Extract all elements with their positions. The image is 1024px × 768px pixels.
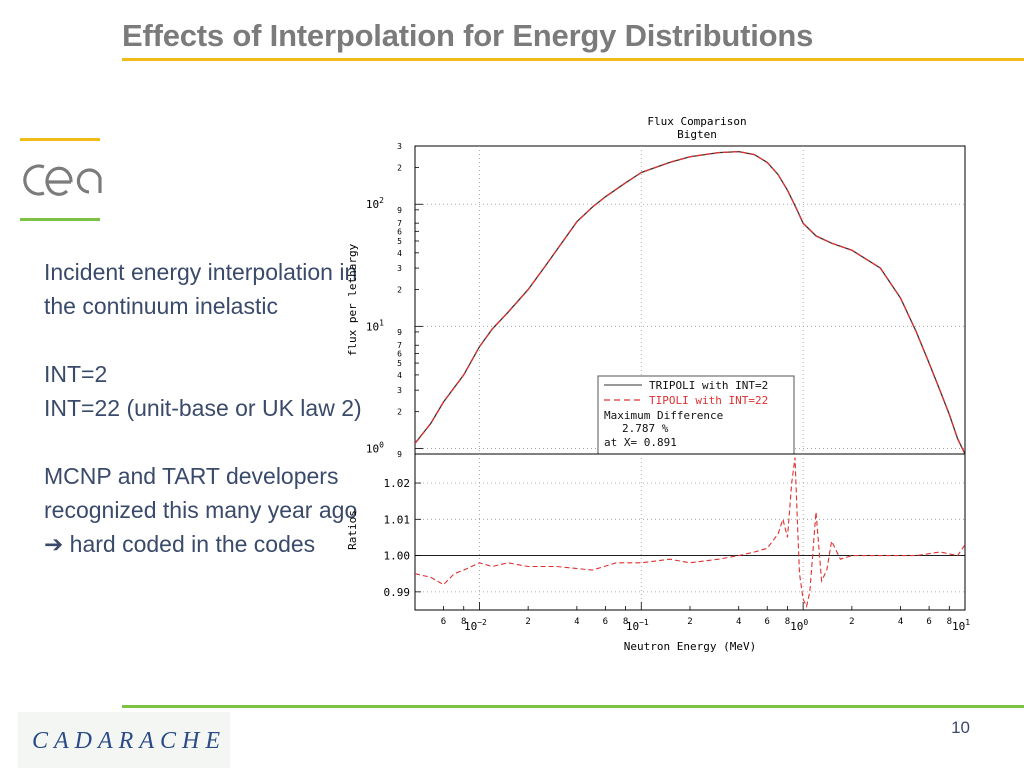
flux-series-line-int22 xyxy=(414,150,966,455)
flux-y-tick-label: 3 xyxy=(397,264,402,273)
cea-logo xyxy=(20,138,104,224)
ratio-panel: 1.021.011.000.99 Ratios 6 8 2 4 6 8 2 4 6 8 2 4 6 810… xyxy=(346,453,970,653)
legend-max-difference-x: at X= 0.891 xyxy=(604,436,677,449)
int22-line: INT=22 (unit-base or UK law 2) xyxy=(44,395,362,421)
flux-y-axis-label: flux per lethargy xyxy=(346,243,359,356)
ratio-panel-grid xyxy=(415,454,965,610)
flux-y-tick-label: 2 xyxy=(397,163,402,172)
ratio-series-group xyxy=(414,457,966,609)
energy-x-tick-label: 4 xyxy=(898,617,903,627)
energy-x-tick-label: 8 xyxy=(785,617,790,627)
flux-y-tick-label: 5 xyxy=(397,359,402,368)
flux-y-tick-label: 6 xyxy=(397,227,402,236)
flux-comparison-figure: Flux Comparison Bigten 32976543297654329… xyxy=(346,115,970,653)
cadarache-logo-text: CADARACHE xyxy=(32,728,226,754)
energy-x-tick-label: 4 xyxy=(736,617,741,627)
energy-x-tick-label: 8 xyxy=(947,617,952,627)
energy-x-tick-label: 8 xyxy=(623,617,628,627)
flux-y-tick-label: 9 xyxy=(397,206,402,215)
ratio-y-tick-label: 0.99 xyxy=(384,586,411,599)
flux-y-tick-label: 9 xyxy=(397,450,402,459)
flux-y-tick-label: 5 xyxy=(397,237,402,246)
cea-logo-top-bar xyxy=(20,138,100,141)
cea-logo-bottom-bar xyxy=(20,218,100,221)
ratio-y-tick-label: 1.02 xyxy=(384,477,411,490)
energy-x-tick-label: 2 xyxy=(525,617,530,627)
legend-entry-int22: TIPOLI with INT=22 xyxy=(649,394,768,407)
flux-y-tick-label: 2 xyxy=(397,408,402,417)
flux-series-group xyxy=(414,150,966,455)
flux-y-decade-label: 101 xyxy=(366,318,384,333)
energy-x-decade-label: 100 xyxy=(790,618,808,633)
cea-logo-mark xyxy=(23,164,102,196)
paragraph-mcnp-tart: MCNP and TART developers recognized this… xyxy=(44,459,364,561)
arrow-icon: ➔ xyxy=(44,531,64,557)
paragraph-incident-energy: Incident energy interpolation in the con… xyxy=(44,259,358,319)
int2-line: INT=2 xyxy=(44,361,108,387)
page-number: 10 xyxy=(951,718,970,737)
ratio-series-line xyxy=(414,457,966,609)
body-text: Incident energy interpolation in the con… xyxy=(44,255,364,561)
energy-x-tick-label: 2 xyxy=(687,617,692,627)
flux-y-tick-label: 7 xyxy=(397,341,402,350)
energy-x-tick-label: 2 xyxy=(849,617,854,627)
energy-x-ticks: 6 8 2 4 6 8 2 4 6 8 2 4 6 810−2 10−1 100 101 xyxy=(441,602,970,633)
footer-rule xyxy=(122,705,1024,708)
ratio-y-tick-label: 1.01 xyxy=(384,513,411,526)
flux-y-tick-label: 6 xyxy=(397,349,402,358)
energy-x-axis-label: Neutron Energy (MeV) xyxy=(624,640,756,653)
flux-y-tick-label: 9 xyxy=(397,328,402,337)
ratio-y-axis-label: Ratios xyxy=(346,510,359,550)
chart-subtitle: Bigten xyxy=(677,128,717,141)
energy-x-decade-label: 10−1 xyxy=(626,618,649,633)
legend-entry-int2: TRIPOLI with INT=2 xyxy=(649,379,768,392)
flux-y-tick-label: 7 xyxy=(397,219,402,228)
ratio-y-tick-label: 1.00 xyxy=(384,550,411,563)
cadarache-logo: CADARACHE xyxy=(18,712,230,768)
energy-x-tick-label: 4 xyxy=(574,617,579,627)
energy-x-decade-label: 101 xyxy=(952,618,970,633)
flux-y-tick-label: 2 xyxy=(397,286,402,295)
flux-y-tick-label: 4 xyxy=(397,371,402,380)
flux-y-tick-label: 4 xyxy=(397,249,402,258)
ratio-panel-frame xyxy=(414,453,966,611)
energy-x-tick-label: 6 xyxy=(603,617,608,627)
flux-y-tick-label: 3 xyxy=(397,386,402,395)
title-underline xyxy=(122,58,1024,61)
energy-x-tick-label: 6 xyxy=(441,617,446,627)
flux-y-decade-label: 102 xyxy=(366,196,384,211)
chart-title: Flux Comparison xyxy=(647,115,746,128)
hard-coded-text: hard coded in the codes xyxy=(69,531,316,557)
chart-legend: TRIPOLI with INT=2 TIPOLI with INT=22 Ma… xyxy=(597,375,795,455)
flux-y-tick-label: 3 xyxy=(397,142,402,151)
energy-x-tick-label: 6 xyxy=(926,617,931,627)
energy-x-decade-label: 10−2 xyxy=(464,618,487,633)
energy-x-tick-label: 8 xyxy=(461,617,466,627)
energy-x-tick-label: 6 xyxy=(765,617,770,627)
flux-y-decade-label: 100 xyxy=(366,440,384,455)
slide-title: Effects of Interpolation for Energy Dist… xyxy=(122,18,814,53)
mcnp-tart-text: MCNP and TART developers recognized this… xyxy=(44,463,358,523)
legend-max-difference-value: 2.787 % xyxy=(622,422,669,435)
legend-max-difference-label: Maximum Difference xyxy=(604,409,723,422)
